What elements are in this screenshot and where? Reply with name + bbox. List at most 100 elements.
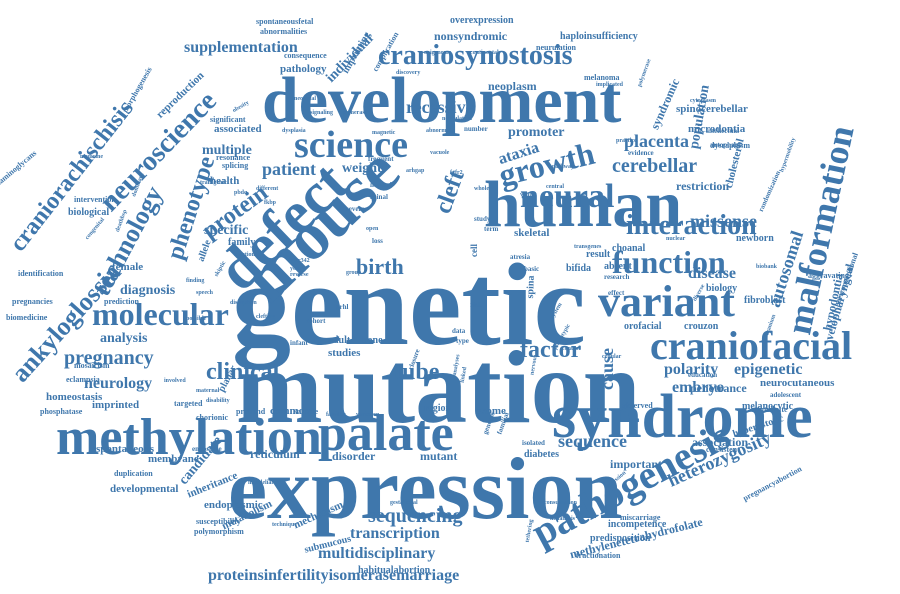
cloud-word: medicine [80,154,103,160]
cloud-word: involved [164,378,186,384]
cloud-word: data [452,328,465,335]
cloud-word: finding [186,278,204,284]
cloud-word: nuclear [666,236,685,242]
cloud-word: disruption [230,300,257,306]
cloud-word: promoter [508,126,565,140]
cloud-word: fgfr2 [450,170,463,176]
cloud-word: normal [370,182,392,189]
cloud-word: disease [688,266,736,282]
cloud-word: epigenome [424,50,451,56]
cloud-word: fkbp [264,200,276,206]
cloud-word: morphogenesis [121,66,153,114]
cloud-word: education [688,372,717,379]
cloud-word: cytoplasm [690,98,716,104]
cloud-word: targeted [174,400,202,408]
cloud-word: result [586,250,610,260]
cloud-word: cerebellar [612,156,697,176]
cloud-word: spinocerebellar [676,104,748,115]
cloud-word: sample [294,408,318,416]
cloud-word: fgf2r342 [288,258,310,264]
cloud-word: choanal [612,244,645,254]
cloud-word: crouzon [684,322,718,332]
cloud-word: melanoma [584,74,620,82]
cloud-word: neurulation [536,44,576,52]
cloud-word: important [610,458,662,470]
cloud-word: spinal [370,194,388,201]
cloud-word: epigenetic [734,362,802,378]
cloud-word: technique [272,522,297,528]
cloud-word: mendelian [248,480,275,486]
cloud-word: biological [68,208,109,218]
cloud-word: pathway [552,164,574,170]
cloud-word: susceptibility [196,518,241,526]
cloud-word: recessive [406,98,474,116]
cloud-word: young [290,266,306,272]
cloud-word: diabetes [524,450,559,460]
cloud-word: reticulum [250,448,300,460]
cloud-word: research [604,274,629,281]
cloud-word: weight [342,162,382,176]
cloud-word: newborn [736,234,774,244]
cloud-word: mosaicism [74,362,110,370]
cloud-word: infant [290,340,308,347]
cloud-word: absent [604,262,632,272]
cloud-word: pathology [280,64,326,75]
cloud-word: birth [356,256,404,278]
cloud-word: pregnancies [12,298,53,306]
cloud-word: neonatal [294,96,316,102]
cloud-word: female [112,262,143,273]
cloud-word: studies [328,348,360,359]
cloud-word: central [546,184,564,190]
cloud-word: orofacial [624,322,662,332]
cloud-word: neurulation [442,116,472,122]
cloud-word: contribute [752,406,788,414]
cloud-word: neoplasm [488,80,537,92]
cloud-word: basic [524,266,539,273]
cloud-word: chorionic [196,414,228,422]
cloud-word: possible [186,316,206,322]
cloud-word: effect [608,290,624,297]
cloud-word: neurocutaneous [760,378,834,389]
cloud-word: family [228,238,255,248]
cloud-word: spontaneousfetal [256,18,313,26]
cloud-word: identification [18,270,63,278]
cloud-word: diagnosis [120,284,175,298]
cloud-word: duplication [114,470,153,478]
cloud-word: atresia [510,254,530,261]
cloud-word: bone [362,336,383,346]
cloud-word: group [346,270,361,276]
cloud-word: randomization [758,170,782,213]
cloud-word: intervention [74,196,116,204]
cloud-word: melanosis [550,516,575,522]
cloud-word: type [456,338,469,345]
cloud-word: cell [470,244,479,257]
cloud-word: skeletal [514,228,549,239]
cloud-word: biobank [756,264,777,270]
cloud-word: biology [706,284,737,294]
cloud-word: continental [470,50,499,56]
cloud-word: transcription [350,526,440,542]
cloud-word: frequent [368,156,394,163]
cloud-word: abnormal [426,128,451,134]
cloud-word: missense [690,212,757,230]
cloud-word: craniofacial [650,326,852,366]
cloud-word: prediction [104,298,139,306]
cloud-word: spontaneous [96,444,154,455]
cloud-word: maternal [196,388,219,394]
cloud-word: autophagy [710,142,742,149]
cloud-word: adolescent [770,392,801,399]
cloud-word: haploinsufficiency [560,32,638,42]
cloud-word: region [424,404,451,414]
cloud-word: developmental [110,484,178,495]
cloud-word: obesity [232,100,251,114]
cloud-word: multidisciplinary [318,546,435,562]
cloud-word: clefting [256,314,275,320]
cloud-word: adult [328,336,350,346]
cloud-word: nonsyndromic [434,30,507,42]
cloud-word: associated [214,124,262,135]
cloud-word: restriction [676,180,729,192]
cloud-word: magnetic [372,130,395,136]
cloud-word: abnormalities [260,28,307,36]
cloud-word: patient [262,160,316,178]
cloud-word: specific [204,224,248,238]
